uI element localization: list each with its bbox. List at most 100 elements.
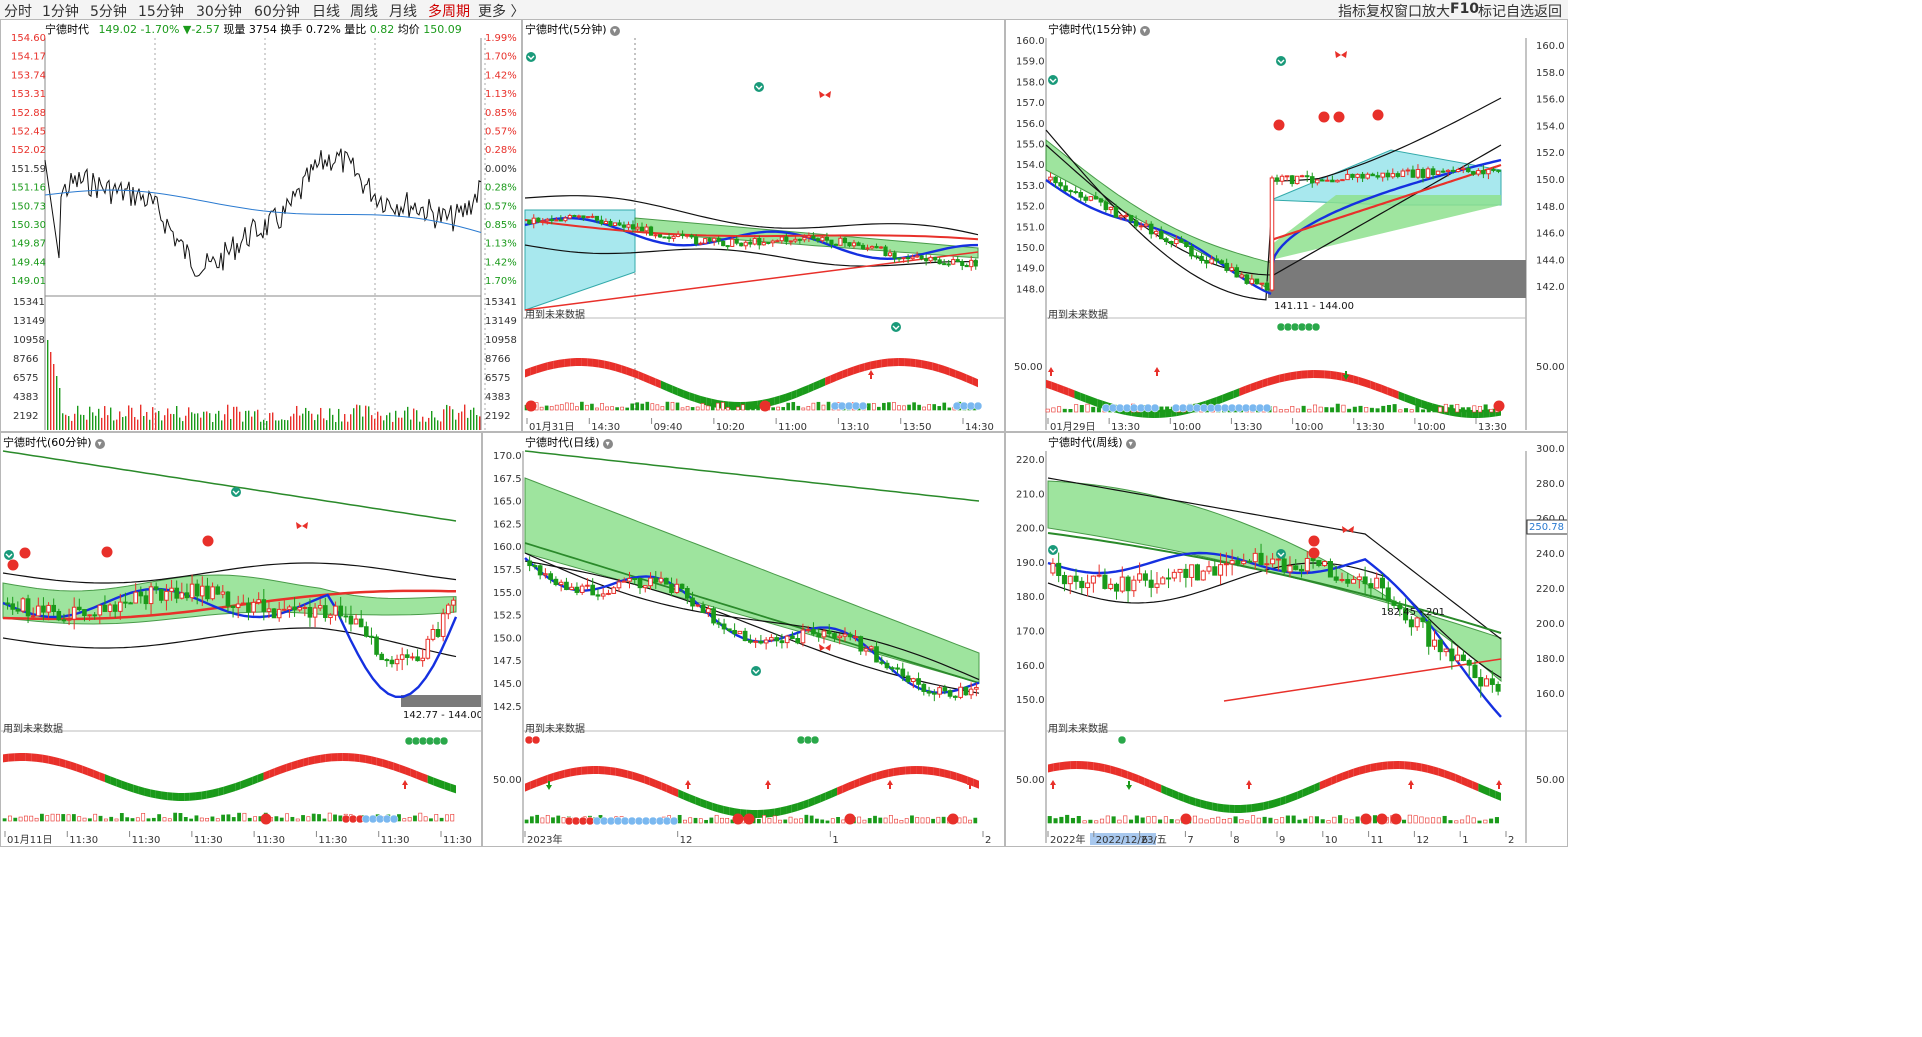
candle-body: [1339, 579, 1345, 582]
candle-body: [621, 580, 627, 583]
window-button[interactable]: 窗口: [1394, 4, 1422, 20]
down-circle-icon: [4, 550, 14, 560]
signal-ball-icon: [1372, 109, 1384, 121]
candle-body: [1495, 683, 1501, 692]
y-tick-right: 150.0: [1536, 175, 1565, 186]
tab-5min[interactable]: 5分钟: [90, 4, 127, 20]
indicator-ribbon: [1433, 766, 1439, 776]
candle-body: [353, 618, 359, 625]
zoom-button[interactable]: 放大: [1422, 4, 1450, 20]
tab-15min[interactable]: 15分钟: [138, 4, 184, 20]
indicator-ribbon: [218, 786, 224, 797]
candle-body: [1496, 169, 1501, 172]
dropdown-icon[interactable]: ▾: [1125, 439, 1136, 449]
candle-body: [698, 242, 703, 245]
indicator-ribbon: [1206, 801, 1213, 811]
tab-daily[interactable]: 日线: [312, 4, 340, 20]
tab-30min[interactable]: 30分钟: [196, 4, 242, 20]
indicator-ribbon: [672, 786, 679, 798]
candle-body: [953, 695, 958, 698]
y-tick: 160.0: [1016, 36, 1045, 47]
candle-body: [230, 605, 236, 608]
panel-5min[interactable]: 宁德时代(5分钟) ▾ 01月31日 14:30 09:40 10:20 11:00 13:…: [522, 19, 1005, 432]
volume-bar: [293, 413, 295, 430]
adjust-button[interactable]: 复权: [1366, 4, 1394, 20]
indicator-button[interactable]: 指标: [1338, 4, 1366, 20]
indicator-ribbon: [905, 766, 911, 775]
tab-multi-period[interactable]: 多周期: [428, 4, 470, 20]
back-button[interactable]: 返回: [1534, 4, 1562, 20]
intraday-panel[interactable]: 宁德时代 149.02 -1.70% ▼-2.57 现量 3754 换手 0.7…: [0, 19, 522, 432]
dropdown-icon[interactable]: ▾: [94, 439, 105, 449]
down-arrow-icon: [546, 781, 552, 790]
candle-body: [1079, 580, 1085, 589]
volume-bar: [455, 419, 457, 430]
volume-bar: [131, 407, 133, 430]
signal-bar: [1401, 819, 1407, 824]
candle-body: [770, 240, 775, 244]
tab-60min[interactable]: 60分钟: [254, 4, 300, 20]
tab-intraday[interactable]: 分时: [4, 4, 32, 20]
signal-bar: [1352, 406, 1357, 413]
signal-bar: [825, 820, 830, 824]
panel-daily[interactable]: 宁德时代(日线) ▾ 170.0 167.5 165.0 162.5 160.0 157.5…: [482, 432, 1005, 847]
signal-bar: [1290, 406, 1295, 413]
signal-bar: [693, 817, 698, 824]
indicator-ribbon: [65, 759, 71, 770]
tab-monthly[interactable]: 月线: [389, 4, 417, 20]
watchlist-button[interactable]: 自选: [1506, 4, 1534, 20]
dropdown-icon[interactable]: ▾: [609, 26, 620, 36]
candle-body: [1274, 177, 1280, 182]
candle-body: [420, 657, 425, 662]
indicator-ribbon: [133, 784, 139, 795]
indicator-ribbon: [1387, 386, 1393, 398]
candle-body: [1486, 168, 1491, 175]
dropdown-icon[interactable]: ▾: [602, 439, 613, 449]
f10-button[interactable]: F10: [1450, 1, 1480, 17]
panel-weekly[interactable]: 宁德时代(周线) ▾ 220.0 210.0 200.0 190.0 180.0 170.0…: [1005, 432, 1568, 847]
volume-bar: [437, 420, 439, 430]
indicator-ribbon: [1070, 761, 1077, 770]
candle-body: [307, 606, 313, 618]
indicator-ribbon: [1280, 795, 1286, 806]
dropdown-icon[interactable]: ▾: [1139, 26, 1150, 36]
tab-1min[interactable]: 1分钟: [42, 4, 79, 20]
indicator-ribbon: [1472, 780, 1479, 792]
candle-body: [797, 238, 802, 241]
y-tick-right: 144.0: [1536, 255, 1565, 266]
indicator-ribbon: [1353, 766, 1360, 777]
volume-tick: 15341: [13, 297, 45, 308]
indicator-ribbon: [444, 781, 451, 792]
indicator-ribbon: [138, 786, 145, 796]
panel-15min[interactable]: 宁德时代(15分钟) ▾ 160.0 159.0 158.0 157.0 156.0 155…: [1005, 19, 1568, 432]
signal-bar: [135, 817, 140, 822]
y-tick-right: 240.0: [1536, 549, 1565, 560]
candle-body: [1164, 238, 1169, 243]
indicator-ribbon: [229, 783, 236, 793]
signal-bar: [683, 819, 687, 824]
candle-body: [540, 220, 545, 223]
x-tick-label: 2023年: [527, 833, 562, 846]
tab-weekly[interactable]: 周线: [350, 4, 378, 20]
mark-button[interactable]: 标记: [1478, 4, 1506, 20]
volume-bar: [59, 388, 61, 430]
candle-body: [632, 577, 638, 580]
signal-bar: [877, 406, 881, 411]
candle-body: [1218, 564, 1224, 576]
volume-bar: [284, 419, 286, 430]
signal-ball-icon: [1318, 111, 1330, 123]
candle-body: [174, 587, 179, 599]
signal-ball-icon: [439, 736, 449, 746]
signal-bar: [1165, 406, 1170, 413]
change-pct: -1.70%: [140, 23, 180, 36]
volume-bar: [74, 413, 76, 430]
indicator-ribbon: [127, 782, 134, 793]
volume-bar: [407, 406, 409, 430]
signal-bar: [1301, 405, 1306, 413]
signal-bar: [871, 403, 876, 411]
indicator-ribbon: [598, 359, 605, 369]
volume-bar: [440, 421, 442, 430]
candle-body: [1489, 678, 1495, 685]
tab-more[interactable]: 更多 〉: [478, 4, 525, 20]
panel-60min[interactable]: 宁德时代(60分钟) ▾ 142.77 - 144.00 01月11日 11:30 11…: [0, 432, 482, 847]
